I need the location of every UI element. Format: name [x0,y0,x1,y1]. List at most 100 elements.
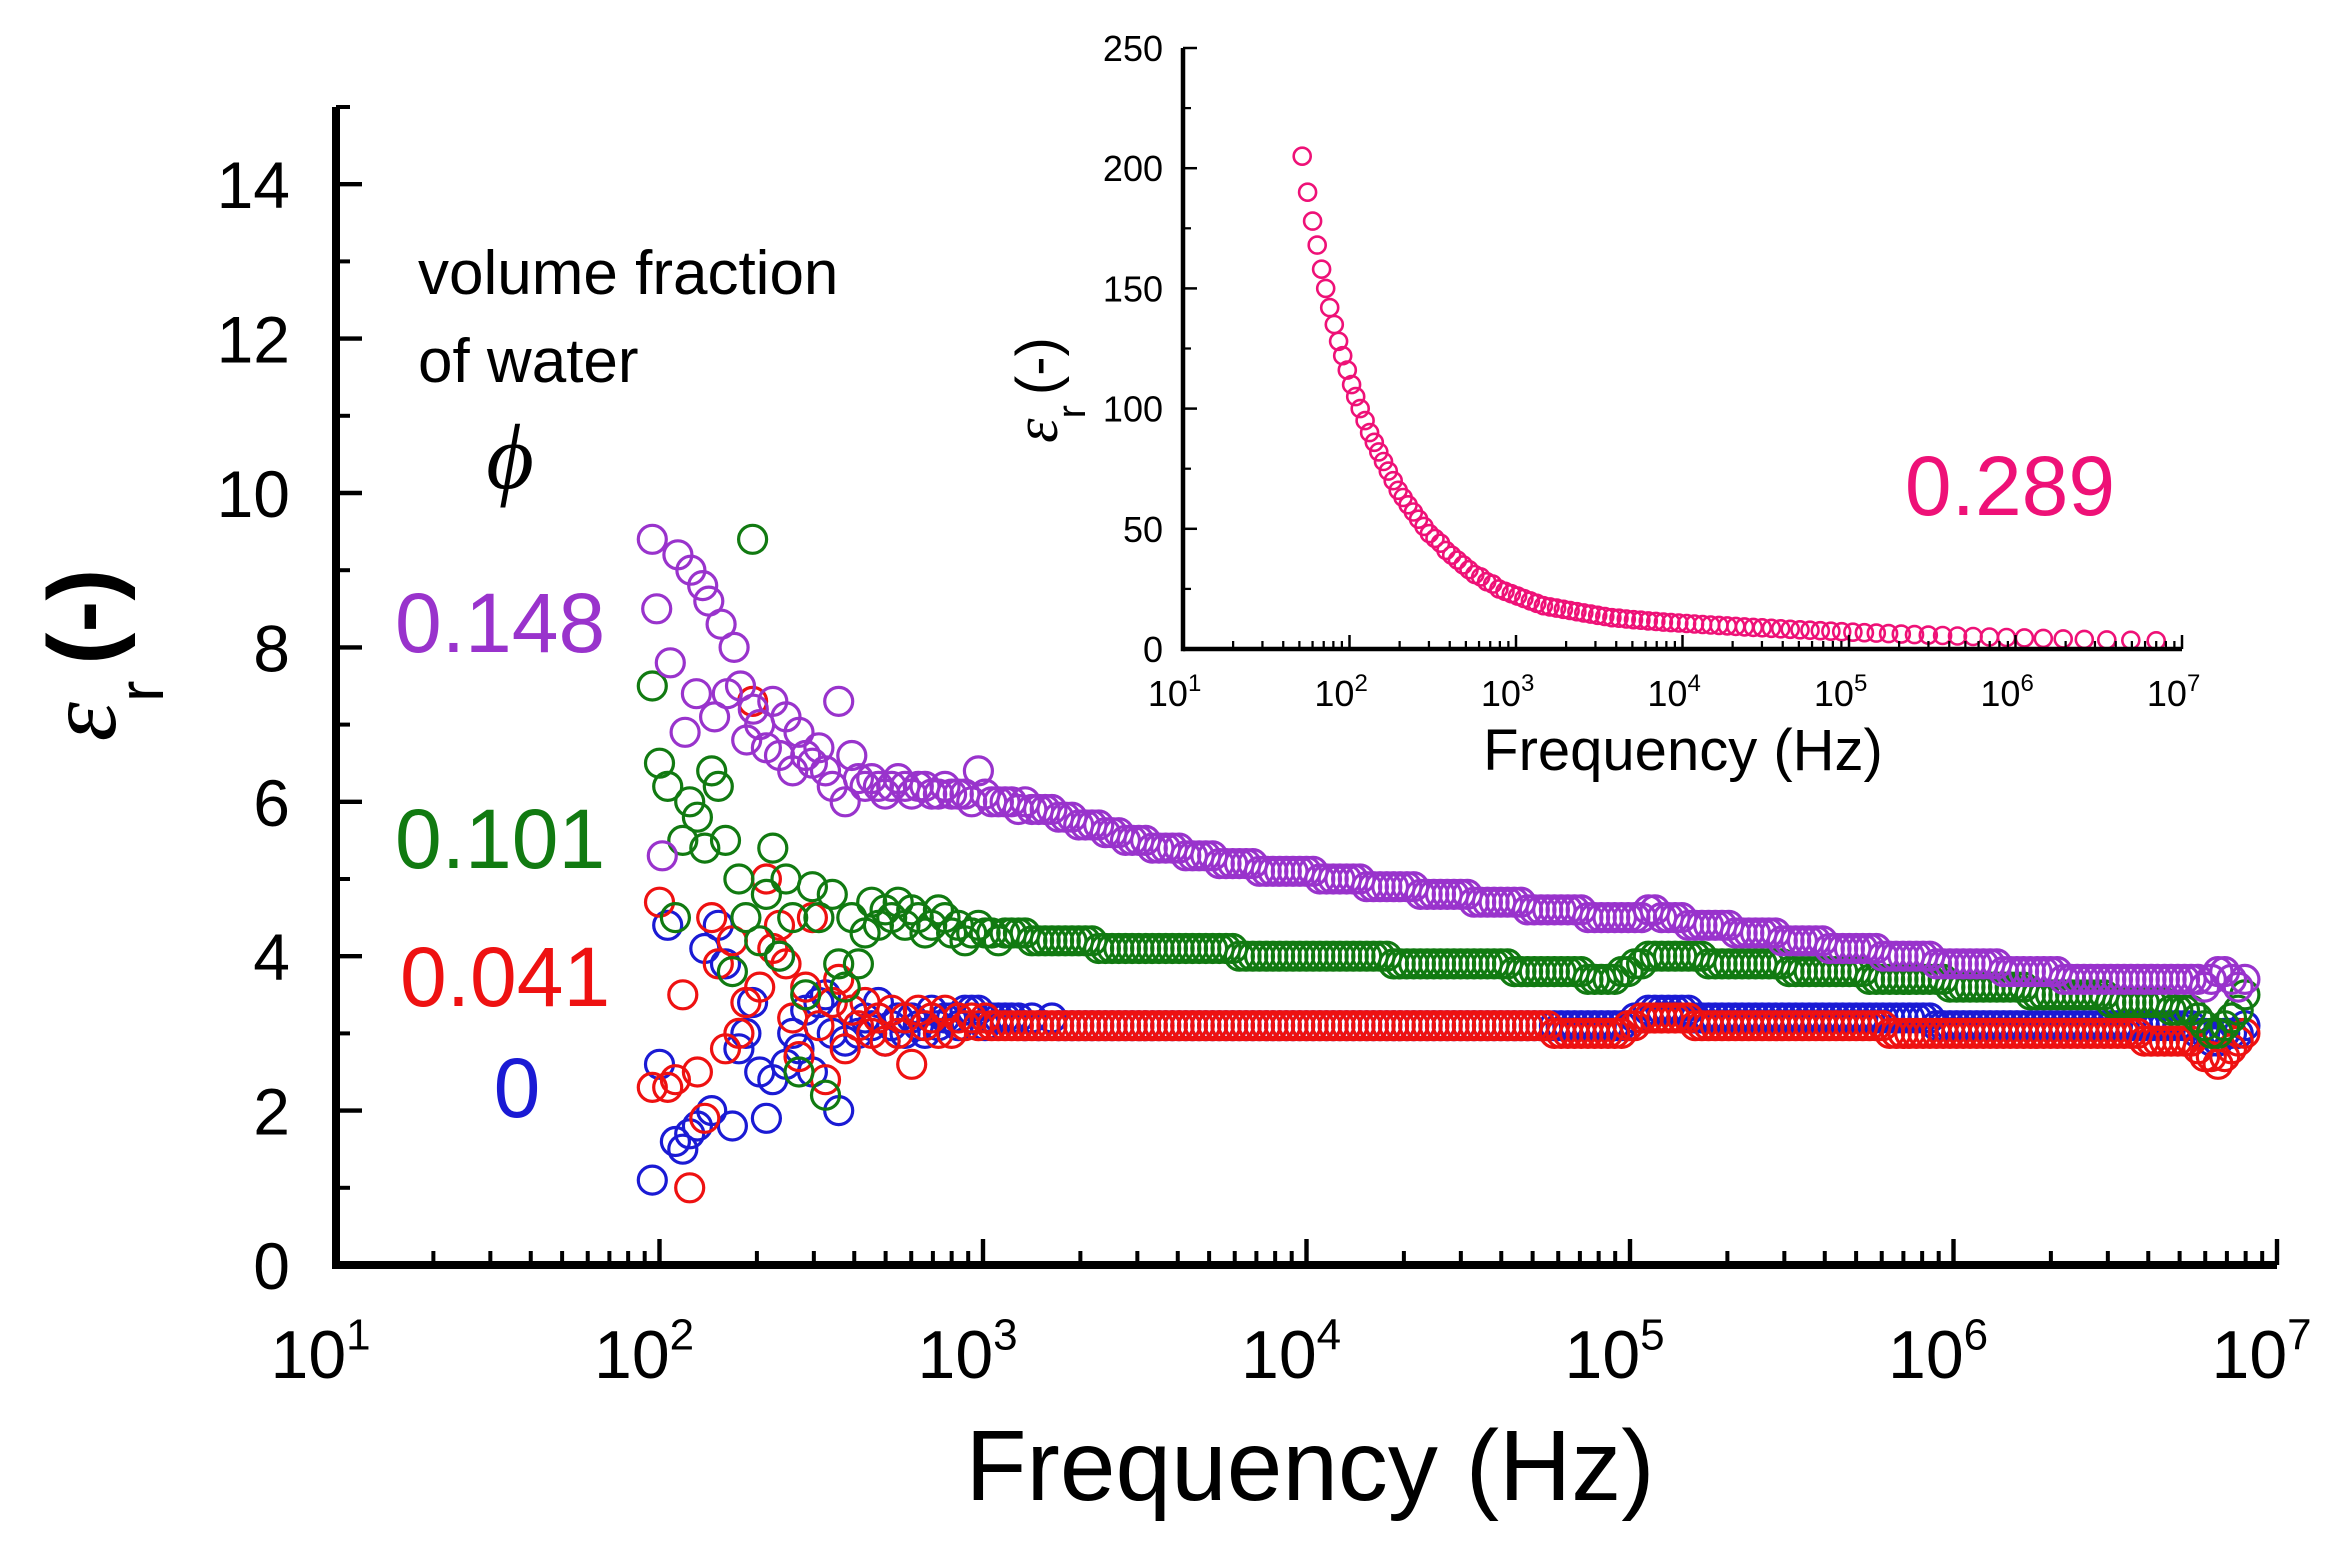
data-point [730,901,762,934]
inset-chart: 101 102 103 104 105 106 107 0 50 100 150 200 250 Fre… [1003,28,2200,783]
data-point [1307,235,1327,255]
x-tick-label: 105 [1814,670,1867,714]
series-0.148 [636,523,2261,1003]
data-point [636,670,668,702]
data-point [1324,314,1345,335]
data-point [2074,629,2095,650]
data-point [750,1102,783,1134]
data-point [1447,550,1468,570]
data-point [783,1040,815,1073]
data-point [1359,422,1380,443]
main-y-axis-subscript: r [105,681,177,702]
data-point [1661,612,1681,633]
data-point [2053,629,2073,649]
data-point [1843,622,1863,643]
data-point [1800,620,1820,641]
data-point [737,693,769,725]
data-point [1369,442,1389,462]
data-point [652,1071,684,1104]
data-point [643,747,676,779]
data-point [803,732,835,764]
x-tick-label: 101 [271,1310,371,1393]
x-tick-label: 105 [1565,1310,1665,1393]
data-point [1425,528,1445,549]
data-point [1821,621,1841,642]
data-point [790,971,822,1003]
data-point [636,1164,668,1196]
data-point [2097,630,2117,650]
data-point [783,1033,815,1065]
y-tick-label: 0 [1143,629,1163,670]
data-point [2215,963,2248,996]
data-point [1453,555,1473,575]
data-point [652,909,684,941]
data-point [1553,599,1574,620]
data-point [659,901,692,934]
inset-axes [1180,46,2184,652]
data-point [643,886,676,918]
data-point [2033,628,2054,649]
svg-text:εr(-): εr (-) [26,569,177,742]
data-point [681,1056,714,1088]
data-point [1587,605,1608,626]
inset-tick-labels: 101 102 103 104 105 106 107 0 50 100 150 200 250 [1103,28,2200,714]
data-point [724,670,757,702]
y-tick-label: 8 [253,611,290,685]
main-y-axis-symbol: ε [26,701,137,741]
data-point [1350,398,1370,419]
data-point [716,955,749,988]
data-point [744,925,776,957]
svg-text:εr(-): εr (-) [1003,337,1094,443]
data-point [1602,607,1622,628]
x-tick-label: 104 [1241,1310,1341,1393]
data-point [723,1033,755,1065]
data-point [829,1033,861,1065]
data-point [829,971,861,1003]
data-point [1311,259,1332,280]
data-point [1302,211,1323,231]
data-point [1355,410,1375,431]
data-point [667,979,699,1011]
data-point [2222,971,2254,1003]
x-tick-label: 107 [2212,1310,2312,1393]
main-chart: 101 102 103 104 105 106 107 0 2 4 6 8 10 12 14 Frequen… [26,105,2312,1522]
data-point [702,770,734,803]
annotation-heading-line-1: volume fraction [418,239,838,308]
inset-x-axis-label: Frequency (Hz) [1483,718,1883,783]
x-tick-label: 102 [594,1310,694,1393]
data-point [1996,627,2017,648]
data-point [1866,623,1887,643]
data-point [652,770,684,803]
data-point [730,1017,762,1050]
data-point [1891,624,1912,644]
data-point [783,716,815,748]
data-point [636,1071,668,1104]
data-point [1904,624,1925,645]
data-point [736,986,769,1019]
data-point [1761,618,1782,639]
data-point [718,631,750,664]
data-point [687,569,719,602]
data-point [1752,617,1772,638]
data-point [659,1125,692,1158]
data-point [674,786,706,818]
series-label-0: 0 [494,1041,541,1135]
y-tick-label: 150 [1103,268,1163,309]
data-point [1533,595,1554,616]
x-tick-label: 106 [1980,670,2033,714]
y-tick-label: 4 [253,920,290,994]
data-point [809,755,842,787]
data-point [823,685,855,718]
data-point [2195,1040,2227,1073]
data-point [1319,297,1340,318]
data-point [1595,606,1615,627]
series-label-0.041: 0.041 [400,930,610,1024]
data-point [1315,278,1336,299]
data-point [1616,609,1637,629]
data-point [750,878,783,911]
data-point [1623,609,1644,630]
annotation-heading-line-2: of water [418,327,639,396]
data-point [1581,604,1601,624]
data-point [667,824,699,857]
data-point [1297,182,1318,202]
